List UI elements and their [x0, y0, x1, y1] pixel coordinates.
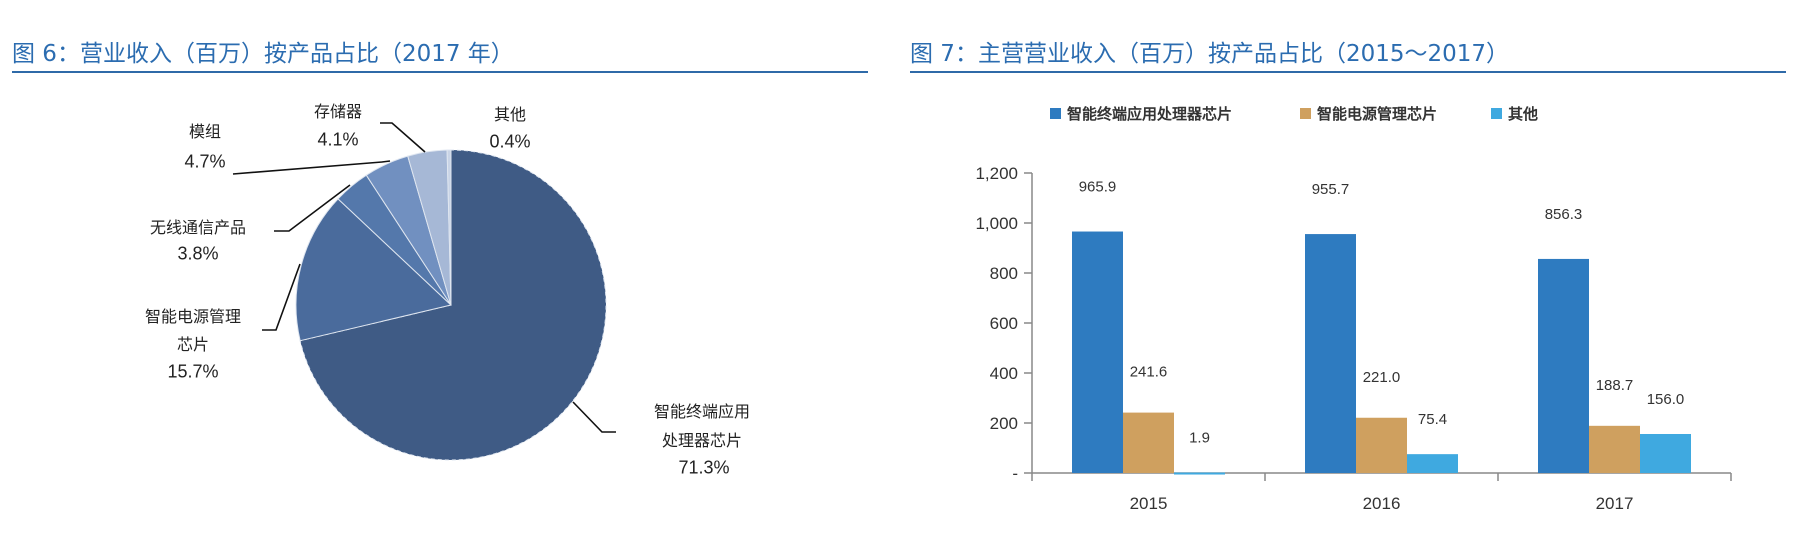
- pie-label-terminal-1: 智能终端应用: [653, 402, 751, 421]
- legend-label: 智能终端应用处理器芯片: [1067, 105, 1233, 123]
- bar-2015-2: [1174, 472, 1225, 475]
- pie-value-wireless: 3.8%: [177, 243, 219, 264]
- pie-value-other: 0.4%: [489, 131, 531, 152]
- leader-line-power: [262, 263, 301, 331]
- pie-chart: [232, 122, 616, 461]
- y-tick-label: 1,000: [975, 214, 1018, 233]
- legend-swatch: [1300, 108, 1312, 119]
- data-label: 856.3: [1545, 206, 1583, 223]
- data-label: 75.4: [1418, 411, 1447, 428]
- legend-swatch: [1491, 108, 1503, 119]
- bar-2015-0: [1072, 231, 1123, 473]
- leader-line-wireless: [274, 184, 351, 232]
- legend-item-other: 其他: [1491, 103, 1538, 124]
- bar-2016-0: [1305, 234, 1356, 473]
- x-tick-label: 2017: [1596, 494, 1634, 513]
- bar-chart-title: 图 7：主营营业收入（百万）按产品占比（2015～2017）: [910, 41, 1510, 67]
- leader-line-module: [232, 160, 391, 175]
- y-tick-label: 1,200: [975, 164, 1018, 183]
- leader-line-storage: [380, 122, 426, 153]
- bar-2017-2: [1640, 434, 1691, 473]
- y-tick-label: 800: [990, 264, 1018, 283]
- pie-slice-1: [295, 198, 453, 342]
- data-label: 965.9: [1079, 179, 1117, 196]
- y-tick-label: 200: [990, 414, 1018, 433]
- pie-label-power-2: 芯片: [176, 335, 210, 354]
- pie-value-power: 15.7%: [167, 361, 219, 382]
- legend-label: 智能电源管理芯片: [1317, 105, 1438, 123]
- data-label: 156.0: [1647, 391, 1685, 408]
- legend-swatch: [1050, 108, 1061, 119]
- legend-label: 其他: [1508, 105, 1539, 123]
- pie-label-module: 模组: [188, 122, 222, 141]
- y-tick-label: 600: [990, 314, 1018, 333]
- pie-label-power-1: 智能电源管理: [144, 307, 242, 326]
- pie-value-module: 4.7%: [184, 151, 226, 172]
- pie-label-other: 其他: [493, 105, 527, 124]
- x-tick-label: 2015: [1130, 494, 1168, 513]
- pie-chart-title: 图 6：营业收入（百万）按产品占比（2017 年）: [12, 41, 514, 67]
- data-label: 1.9: [1189, 430, 1210, 447]
- title-divider-2: [910, 71, 1786, 73]
- bar-2015-1: [1123, 412, 1174, 473]
- bar-2017-1: [1589, 425, 1640, 473]
- pie-slice-0: [299, 149, 607, 461]
- bar-2016-1: [1356, 417, 1407, 473]
- pie-label-wireless: 无线通信产品: [149, 218, 247, 237]
- pie-slice-5: [446, 149, 452, 306]
- bar-legend: 智能终端应用处理器芯片 智能电源管理芯片 其他: [1050, 103, 1538, 124]
- data-label: 241.6: [1130, 364, 1168, 381]
- data-label: 188.7: [1596, 377, 1634, 394]
- x-tick-label: 2016: [1363, 494, 1401, 513]
- legend-item-terminal: 智能终端应用处理器芯片: [1050, 103, 1232, 124]
- pie-label-storage: 存储器: [313, 102, 363, 121]
- title-divider: [12, 71, 868, 73]
- leader-line-terminal: [572, 401, 616, 433]
- data-label: 221.0: [1363, 369, 1401, 386]
- pie-label-terminal-2: 处理器芯片: [661, 431, 743, 450]
- y-tick-label: 400: [990, 364, 1018, 383]
- bar-2017-0: [1538, 258, 1589, 473]
- bar-2016-2: [1407, 454, 1458, 473]
- y-tick-label: -: [1012, 464, 1018, 483]
- data-label: 955.7: [1312, 181, 1350, 198]
- leader-lines: [232, 122, 616, 433]
- pie-value-storage: 4.1%: [317, 129, 359, 150]
- legend-item-power: 智能电源管理芯片: [1300, 103, 1437, 124]
- pie-value-terminal: 71.3%: [678, 457, 730, 478]
